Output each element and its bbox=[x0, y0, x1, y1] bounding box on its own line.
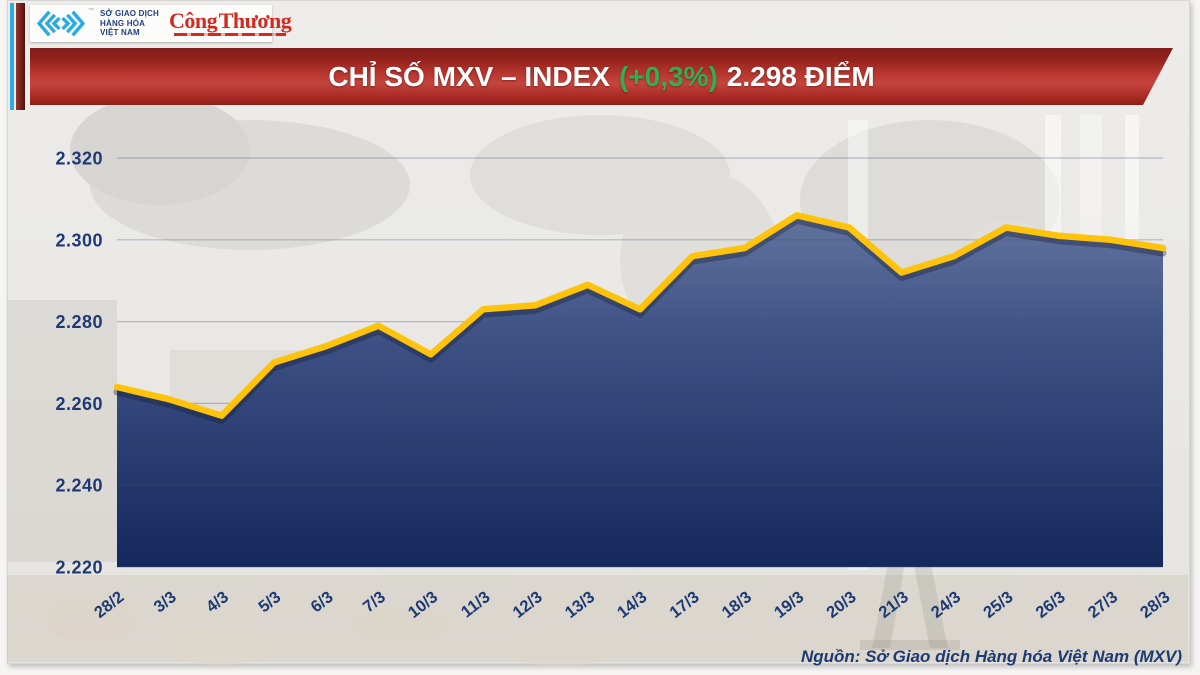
x-axis-tick-label: 13/3 bbox=[562, 588, 598, 622]
x-axis-tick-label: 14/3 bbox=[614, 588, 650, 622]
x-axis-tick-label: 7/3 bbox=[360, 588, 389, 616]
chart-title-prefix: CHỈ SỐ MXV – INDEX bbox=[328, 60, 610, 92]
y-axis-tick-label: 2.240 bbox=[55, 476, 103, 496]
congthuong-logo: Công Thương bbox=[169, 8, 292, 36]
header-logo-box: ™ SỞ GIAO DỊCH HÀNG HÓA VIỆT NAM Công Th… bbox=[30, 5, 292, 42]
congthuong-tagline-rule bbox=[173, 32, 287, 36]
x-axis-tick-label: 10/3 bbox=[405, 588, 441, 622]
left-accent-stripe-maroon bbox=[16, 3, 25, 110]
x-axis-tick-label: 24/3 bbox=[928, 588, 964, 622]
y-axis-tick-label: 2.320 bbox=[55, 149, 103, 169]
x-axis-tick-label: 27/3 bbox=[1085, 588, 1121, 622]
y-axis-tick-label: 2.220 bbox=[55, 558, 103, 578]
y-axis-tick-label: 2.260 bbox=[55, 394, 103, 414]
mxv-org-line2: HÀNG HÓA bbox=[100, 18, 146, 28]
title-banner: CHỈ SỐ MXV – INDEX (+0,3%) 2.298 ĐIỂM bbox=[30, 48, 1173, 105]
x-axis-tick-label: 28/2 bbox=[91, 588, 127, 622]
chart-title-value: 2.298 ĐIỂM bbox=[726, 60, 875, 92]
y-axis-tick-label: 2.280 bbox=[55, 312, 103, 332]
x-axis-tick-label: 3/3 bbox=[151, 588, 180, 616]
x-axis-tick-label: 19/3 bbox=[771, 588, 807, 622]
x-axis-tick-label: 18/3 bbox=[719, 588, 755, 622]
congthuong-masthead: Công Thương bbox=[169, 8, 292, 34]
x-axis-tick-label: 4/3 bbox=[203, 588, 232, 616]
x-axis-tick-label: 6/3 bbox=[308, 588, 337, 616]
area-fill bbox=[117, 215, 1163, 568]
source-attribution: Nguồn: Sở Giao dịch Hàng hóa Việt Nam (M… bbox=[800, 647, 1182, 666]
mxv-org-line3: VIỆT NAM bbox=[100, 28, 140, 38]
mxv-org-line1: SỞ GIAO DỊCH bbox=[100, 9, 160, 19]
mxv-logo-icon bbox=[36, 10, 86, 37]
x-axis-tick-label: 20/3 bbox=[823, 588, 859, 622]
x-axis-tick-label: 11/3 bbox=[458, 588, 494, 621]
x-axis-tick-label: 17/3 bbox=[666, 588, 702, 622]
chart-title-change: (+0,3%) bbox=[618, 60, 718, 92]
x-axis-tick-label: 26/3 bbox=[1032, 588, 1068, 622]
x-axis-tick-label: 25/3 bbox=[980, 588, 1016, 622]
x-axis-tick-label: 12/3 bbox=[509, 588, 545, 622]
mxv-org-name: SỞ GIAO DỊCH HÀNG HÓA VIỆT NAM bbox=[100, 9, 159, 37]
index-line bbox=[113, 212, 1167, 419]
x-axis-tick-label: 21/3 bbox=[876, 588, 912, 622]
line-shadow bbox=[113, 216, 1167, 425]
left-accent-stripe-cyan bbox=[10, 3, 14, 110]
x-axis-tick-label: 5/3 bbox=[255, 588, 284, 616]
x-axis-tick-label: 28/3 bbox=[1137, 588, 1173, 622]
y-axis-tick-label: 2.300 bbox=[55, 230, 103, 250]
trademark-symbol: ™ bbox=[88, 8, 94, 14]
